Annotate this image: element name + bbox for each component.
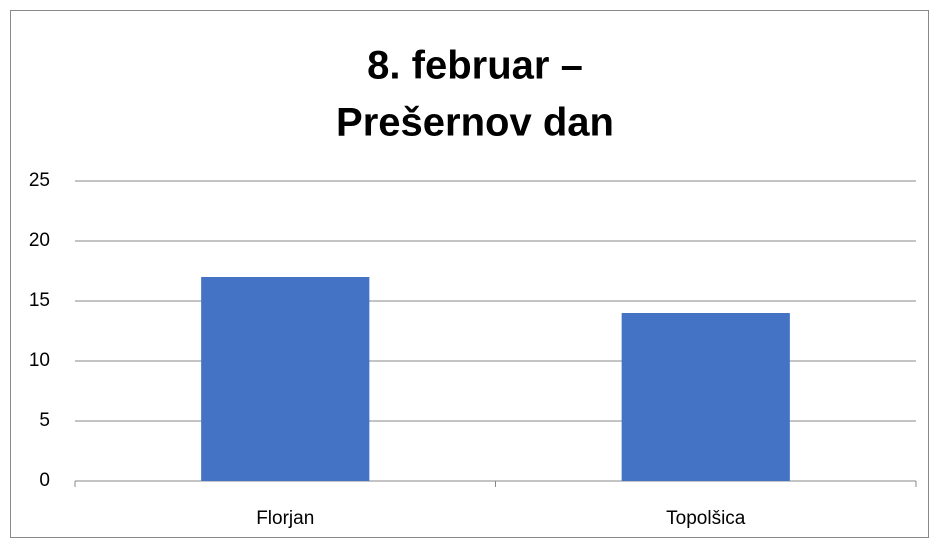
x-tick-label: Topolšica bbox=[666, 508, 746, 529]
y-tick-label: 0 bbox=[39, 470, 50, 491]
y-tick-label: 10 bbox=[29, 350, 50, 371]
bar bbox=[621, 313, 790, 481]
y-tick-label: 25 bbox=[29, 170, 50, 191]
chart-title: Prešernov dan bbox=[336, 101, 614, 145]
y-tick-label: 15 bbox=[29, 290, 50, 311]
y-tick-label: 20 bbox=[29, 230, 50, 251]
x-tick-label: Florjan bbox=[256, 508, 314, 529]
chart-title: 8. februar – bbox=[367, 44, 583, 88]
y-tick-label: 5 bbox=[39, 410, 50, 431]
chart-border bbox=[10, 10, 929, 538]
bar bbox=[201, 277, 370, 481]
